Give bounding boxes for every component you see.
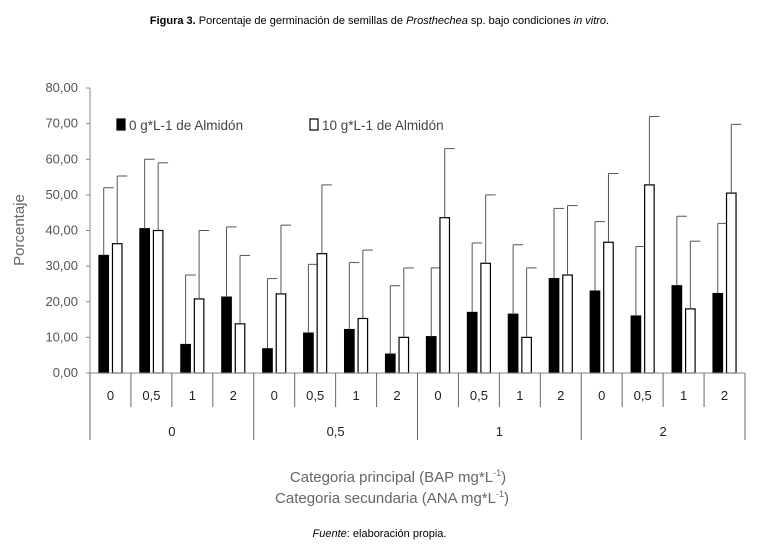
legend-label-series-2: 10 g*L-1 de Almidón	[322, 118, 444, 133]
x-axis-title-primary: Categoria principal (BAP mg*L-1)	[290, 468, 506, 486]
bar-series-2	[152, 229, 164, 374]
x-tick-label-primary: 1	[496, 424, 503, 439]
x-tick-label-secondary: 0	[107, 388, 114, 403]
x-tick-label-secondary: 2	[393, 388, 400, 403]
bar-series-1	[466, 311, 478, 374]
legend-label-series-1: 0 g*L-1 de Almidón	[129, 118, 243, 133]
x-tick-label-secondary: 1	[516, 388, 523, 403]
y-tick-label: 10,00	[45, 329, 78, 344]
figure-caption: Figura 3. Porcentaje de germinación de s…	[0, 15, 759, 27]
bar-series-2	[275, 293, 287, 374]
caption-text-middle: sp. bajo condiciones	[467, 15, 574, 27]
x-tick-label-secondary: 2	[557, 388, 564, 403]
x-tick-label-secondary: 0,5	[470, 388, 488, 403]
x-tick-label-secondary: 0,5	[142, 388, 160, 403]
bar-series-1	[384, 353, 396, 374]
source-label: Fuente	[312, 528, 347, 540]
x-tick-label-secondary: 2	[230, 388, 237, 403]
bar-series-2	[316, 253, 328, 374]
x-tick-label-secondary: 0	[598, 388, 605, 403]
x-axis-title-primary-sup: -1	[493, 468, 501, 478]
y-tick-label: 30,00	[45, 258, 78, 273]
bar-series-2	[603, 241, 614, 374]
bars	[98, 116, 742, 374]
bar-series-2	[111, 243, 123, 374]
x-tick-label-secondary: 0	[271, 388, 278, 403]
bar-series-2	[562, 274, 573, 374]
x-tick-label-primary: 0,5	[327, 424, 345, 439]
x-tick-label-secondary: 0,5	[634, 388, 652, 403]
bar-series-2	[725, 192, 737, 374]
x-tick-label-secondary: 1	[680, 388, 687, 403]
x-axis-title-secondary-close: )	[504, 490, 509, 507]
caption-species: Prosthechea	[406, 15, 468, 27]
bar-series-2	[234, 323, 246, 374]
caption-text-before: Porcentaje de germinación de semillas de	[195, 15, 407, 27]
y-tick-label: 40,00	[45, 223, 78, 238]
bar-series-2	[193, 298, 205, 374]
bar-series-1	[712, 292, 724, 374]
bar-series-1	[221, 296, 232, 374]
x-tick-label-primary: 2	[660, 424, 667, 439]
x-axis-title-secondary: Categoria secundaria (ANA mg*L-1)	[275, 489, 509, 507]
bar-series-1	[180, 343, 191, 374]
x-axis-title-primary-close: )	[501, 469, 506, 486]
x-axis-title-secondary-text: Categoria secundaria (ANA mg*L	[275, 490, 496, 507]
y-tick-label: 20,00	[45, 294, 78, 309]
bar-series-1	[630, 315, 642, 374]
bar-series-2	[357, 317, 369, 374]
x-axis: 0 0,5 1 2 0 0 0,5 1 2 0,5 0 0,5 1 2 1 0 0,5 1 2 2	[89, 372, 746, 440]
x-tick-label-primary: 0	[168, 424, 175, 439]
source-text: : elaboración propia.	[346, 528, 447, 540]
legend: 0 g*L-1 de Almidón 10 g*L-1 de Almidón	[116, 118, 444, 133]
bar-series-1	[139, 228, 151, 374]
bar-series-1	[589, 290, 601, 374]
bar-series-1	[425, 336, 437, 374]
legend-swatch-series-1	[116, 118, 126, 131]
bar-series-2	[398, 336, 410, 374]
bar-series-1	[303, 332, 314, 374]
bar-series-1	[548, 277, 560, 374]
legend-swatch-series-2	[309, 118, 319, 131]
bar-series-2	[480, 262, 492, 374]
bar-series-2	[644, 184, 655, 374]
x-axis-title-primary-text: Categoria principal (BAP mg*L	[290, 469, 493, 486]
bar-series-1	[671, 285, 683, 374]
figure-source: Fuente: elaboración propia.	[0, 528, 759, 540]
y-axis: 0,00 10,00 20,00 30,00 40,00 50,00 60,00 70,00 8…	[45, 80, 91, 380]
caption-text-end: .	[606, 15, 610, 27]
x-tick-label-secondary: 2	[721, 388, 728, 403]
y-tick-label: 70,00	[45, 116, 78, 131]
bar-series-2	[521, 336, 532, 374]
y-tick-label: 50,00	[45, 187, 78, 202]
bar-series-1	[98, 254, 110, 374]
y-tick-label: 60,00	[45, 151, 78, 166]
x-tick-label-secondary: 1	[352, 388, 359, 403]
figure-label: Figura 3.	[149, 15, 196, 27]
x-tick-label-secondary: 1	[189, 388, 196, 403]
bar-series-1	[262, 348, 273, 374]
x-axis-title-secondary-sup: -1	[496, 489, 504, 499]
y-tick-label: 0,00	[53, 365, 78, 380]
x-tick-label-secondary: 0	[434, 388, 441, 403]
bar-series-2	[439, 217, 451, 374]
bar-series-2	[684, 308, 696, 374]
y-axis-title: Porcentaje	[11, 194, 28, 266]
y-tick-label: 80,00	[45, 80, 78, 95]
bar-series-1	[343, 328, 355, 374]
bar-series-1	[507, 313, 519, 374]
x-tick-label-secondary: 0,5	[306, 388, 324, 403]
caption-condition: in vitro	[573, 15, 607, 27]
